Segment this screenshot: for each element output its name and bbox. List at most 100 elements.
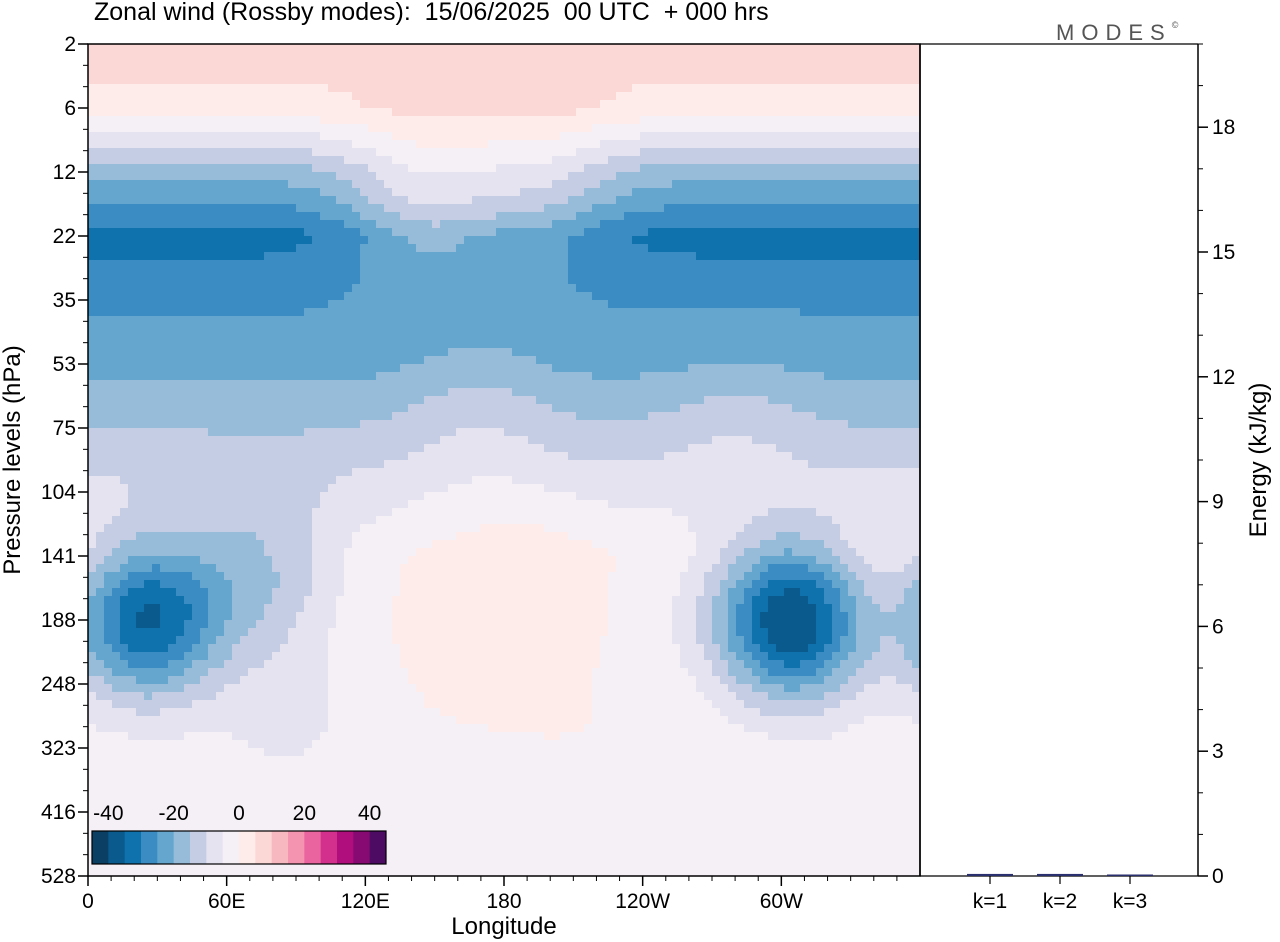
heatmap-cell xyxy=(664,228,673,237)
heatmap-cell xyxy=(296,76,305,85)
heatmap-cell xyxy=(656,236,665,245)
heatmap-cell xyxy=(240,148,249,157)
heatmap-cell xyxy=(872,220,881,229)
heatmap-cell xyxy=(296,68,305,77)
heatmap-cell xyxy=(840,108,849,117)
heatmap-cell xyxy=(160,348,169,357)
heatmap-cell xyxy=(768,92,777,101)
heatmap-cell xyxy=(112,164,121,173)
heatmap-cell xyxy=(360,76,369,85)
heatmap-cell xyxy=(256,284,265,293)
heatmap-cell xyxy=(808,100,817,109)
heatmap-cell xyxy=(168,180,177,189)
heatmap-cell xyxy=(736,268,745,277)
heatmap-cell xyxy=(392,44,401,53)
heatmap-cell xyxy=(784,156,793,165)
heatmap-cell xyxy=(728,364,737,373)
heatmap-cell xyxy=(424,292,433,301)
heatmap-cell xyxy=(240,348,249,357)
heatmap-cell xyxy=(664,212,673,221)
heatmap-cell xyxy=(360,268,369,277)
heatmap-cell xyxy=(104,100,113,109)
heatmap-cell xyxy=(528,396,537,405)
heatmap-cell xyxy=(496,148,505,157)
heatmap-cell xyxy=(728,60,737,69)
heatmap-cell xyxy=(528,116,537,125)
heatmap-cell xyxy=(704,364,713,373)
heatmap-cell xyxy=(616,396,625,405)
heatmap-cell xyxy=(288,84,297,93)
heatmap-cell xyxy=(112,252,121,261)
heatmap-cell xyxy=(672,236,681,245)
heatmap-cell xyxy=(360,356,369,365)
heatmap-cell xyxy=(464,364,473,373)
heatmap-cell xyxy=(208,396,217,405)
heatmap-cell xyxy=(208,348,217,357)
heatmap-cell xyxy=(848,180,857,189)
heatmap-cell xyxy=(360,180,369,189)
heatmap-cell xyxy=(624,372,633,381)
heatmap-cell xyxy=(768,212,777,221)
heatmap-cell xyxy=(328,140,337,149)
heatmap-cell xyxy=(160,308,169,317)
heatmap-cell xyxy=(680,132,689,141)
heatmap-cell xyxy=(704,420,713,429)
heatmap-cell xyxy=(744,252,753,261)
heatmap-cell xyxy=(864,252,873,261)
heatmap-cell xyxy=(248,60,257,69)
heatmap-cell xyxy=(272,108,281,117)
heatmap-cell xyxy=(704,308,713,317)
heatmap-cell xyxy=(704,228,713,237)
heatmap-cell xyxy=(464,132,473,141)
heatmap-cell xyxy=(472,284,481,293)
heatmap-cell xyxy=(720,284,729,293)
heatmap-cell xyxy=(200,292,209,301)
heatmap-cell xyxy=(304,268,313,277)
heatmap-cell xyxy=(136,252,145,261)
heatmap-cell xyxy=(616,300,625,309)
heatmap-cell xyxy=(192,324,201,333)
heatmap-cell xyxy=(752,68,761,77)
heatmap-cell xyxy=(184,196,193,205)
heatmap-cell xyxy=(424,364,433,373)
heatmap-cell xyxy=(864,268,873,277)
heatmap-cell xyxy=(232,44,241,53)
heatmap-cell xyxy=(248,284,257,293)
heatmap-cell xyxy=(144,156,153,165)
heatmap-cell xyxy=(744,268,753,277)
heatmap-cell xyxy=(712,340,721,349)
heatmap-cell xyxy=(104,52,113,61)
heatmap-cell xyxy=(896,52,905,61)
heatmap-cell xyxy=(720,140,729,149)
heatmap-cell xyxy=(632,252,641,261)
heatmap-cell xyxy=(328,84,337,93)
heatmap-cell xyxy=(496,196,505,205)
heatmap-cell xyxy=(912,156,920,165)
heatmap-cell xyxy=(504,108,513,117)
heatmap-cell xyxy=(584,148,593,157)
heatmap-cell xyxy=(248,364,257,373)
heatmap-cell xyxy=(376,380,385,389)
heatmap-cell xyxy=(248,300,257,309)
heatmap-cell xyxy=(696,380,705,389)
heatmap-cell xyxy=(864,260,873,269)
heatmap-cell xyxy=(816,356,825,365)
heatmap-cell xyxy=(224,380,233,389)
heatmap-cell xyxy=(880,84,889,93)
heatmap-cell xyxy=(144,132,153,141)
heatmap-cell xyxy=(832,180,841,189)
heatmap-cell xyxy=(104,420,113,429)
heatmap-cell xyxy=(120,212,129,221)
heatmap-cell xyxy=(752,116,761,125)
heatmap-cell xyxy=(792,244,801,253)
heatmap-cell xyxy=(776,68,785,77)
heatmap-cell xyxy=(336,396,345,405)
heatmap-cell xyxy=(328,268,337,277)
heatmap-cell xyxy=(392,420,401,429)
heatmap-cell xyxy=(768,356,777,365)
heatmap-cell xyxy=(424,228,433,237)
heatmap-cell xyxy=(408,76,417,85)
heatmap-cell xyxy=(736,172,745,181)
heatmap-cell xyxy=(464,196,473,205)
heatmap-cell xyxy=(744,372,753,381)
